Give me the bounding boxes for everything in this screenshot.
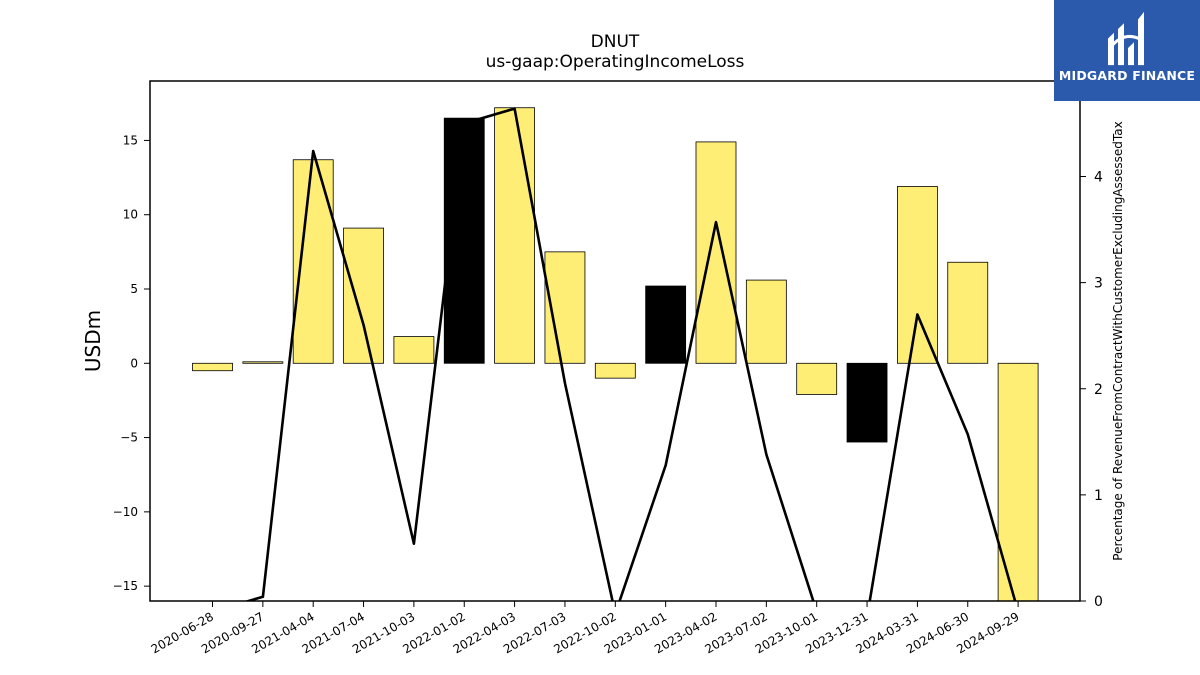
chart-title: DNUT [590, 32, 640, 52]
y-axis-right: 0 1 2 3 4 [1080, 170, 1103, 610]
bar [796, 362, 838, 395]
line-series [243, 107, 1017, 601]
chart-subtitle: us-gaap:OperatingIncomeLoss [485, 52, 745, 72]
bar [745, 279, 787, 364]
plot-area [149, 80, 1081, 602]
bar [242, 361, 284, 364]
y-tick-label: −5 [120, 431, 138, 445]
bar [846, 362, 888, 443]
bar-series [192, 107, 1039, 602]
y2-tick-label: 0 [1094, 594, 1103, 610]
y-tick-label: 10 [123, 208, 138, 222]
y-axis-left: −15 −10 −5 0 5 10 15 [113, 133, 150, 593]
y2-tick-label: 1 [1094, 488, 1103, 504]
logo-text: MIDGARD FINANCE [1058, 68, 1196, 83]
y-tick-label: −15 [113, 579, 138, 593]
y-tick-label: −10 [113, 505, 138, 519]
bar [393, 336, 435, 364]
y2-tick-label: 2 [1094, 382, 1103, 398]
y2-axis-label: Percentage of RevenueFromContractWithCus… [1111, 121, 1125, 560]
bar [897, 186, 938, 364]
line-path [243, 107, 1017, 601]
y-tick-label: 15 [123, 133, 138, 147]
logo-mark-icon [1108, 11, 1144, 66]
y2-tick-label: 4 [1094, 170, 1103, 186]
bar [494, 107, 536, 364]
logo: MIDGARD FINANCE [1054, 0, 1200, 101]
y2-tick-label: 3 [1094, 276, 1103, 292]
x-axis: 2020-06-282020-09-272021-04-042021-07-04… [149, 601, 1022, 656]
bar [292, 159, 334, 364]
y-tick-label: 0 [130, 356, 138, 370]
bar [947, 261, 989, 364]
bar [594, 362, 636, 379]
bar [343, 227, 384, 364]
bar [695, 141, 737, 364]
y-axis-label: USDm [81, 310, 105, 372]
bar [192, 362, 233, 372]
y-tick-label: 5 [130, 282, 138, 296]
bar [645, 285, 687, 364]
